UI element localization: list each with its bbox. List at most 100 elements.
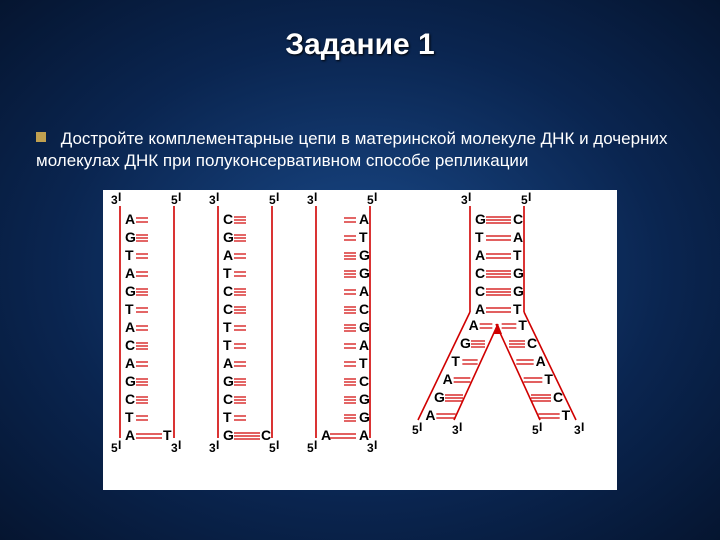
svg-text:5: 5 bbox=[521, 193, 528, 207]
svg-text:A: A bbox=[359, 211, 369, 227]
svg-text:A: A bbox=[475, 247, 485, 263]
svg-text:I: I bbox=[276, 190, 279, 204]
svg-text:T: T bbox=[451, 353, 460, 369]
svg-text:C: C bbox=[125, 337, 135, 353]
svg-text:T: T bbox=[518, 317, 527, 333]
svg-text:A: A bbox=[125, 427, 135, 443]
svg-text:G: G bbox=[359, 319, 370, 335]
bullet-marker bbox=[36, 132, 46, 142]
svg-text:G: G bbox=[125, 373, 136, 389]
svg-text:C: C bbox=[223, 283, 233, 299]
svg-text:T: T bbox=[562, 407, 571, 423]
svg-text:G: G bbox=[125, 283, 136, 299]
svg-text:A: A bbox=[223, 355, 233, 371]
svg-text:G: G bbox=[359, 265, 370, 281]
svg-text:G: G bbox=[359, 247, 370, 263]
svg-text:5: 5 bbox=[171, 193, 178, 207]
svg-text:C: C bbox=[513, 211, 523, 227]
svg-text:5: 5 bbox=[111, 441, 118, 455]
svg-text:T: T bbox=[475, 229, 484, 245]
dna-diagram: 3I5I5I3IAGTAGTACAGCTAT3I5I3I5ICGATCCTTAG… bbox=[103, 190, 617, 490]
svg-text:A: A bbox=[425, 407, 435, 423]
svg-text:C: C bbox=[359, 301, 369, 317]
svg-text:5: 5 bbox=[269, 193, 276, 207]
svg-text:T: T bbox=[359, 355, 368, 371]
svg-text:I: I bbox=[276, 438, 279, 452]
svg-text:3: 3 bbox=[367, 441, 374, 455]
svg-text:A: A bbox=[125, 355, 135, 371]
svg-text:I: I bbox=[178, 438, 181, 452]
svg-text:I: I bbox=[118, 190, 121, 204]
svg-text:C: C bbox=[527, 335, 537, 351]
svg-text:I: I bbox=[374, 190, 377, 204]
svg-text:G: G bbox=[223, 427, 234, 443]
svg-text:G: G bbox=[359, 391, 370, 407]
svg-text:C: C bbox=[359, 373, 369, 389]
svg-text:I: I bbox=[528, 190, 531, 204]
svg-text:G: G bbox=[434, 389, 445, 405]
svg-text:G: G bbox=[475, 211, 486, 227]
svg-text:G: G bbox=[513, 265, 524, 281]
svg-text:I: I bbox=[216, 190, 219, 204]
svg-text:I: I bbox=[539, 420, 542, 434]
svg-text:3: 3 bbox=[209, 441, 216, 455]
svg-text:G: G bbox=[513, 283, 524, 299]
svg-text:C: C bbox=[475, 265, 485, 281]
svg-text:C: C bbox=[261, 427, 271, 443]
svg-text:I: I bbox=[374, 438, 377, 452]
slide: Задание 1 Достройте комплементарные цепи… bbox=[0, 0, 720, 540]
svg-text:3: 3 bbox=[452, 423, 459, 437]
svg-text:I: I bbox=[118, 438, 121, 452]
svg-text:I: I bbox=[581, 420, 584, 434]
svg-text:5: 5 bbox=[532, 423, 539, 437]
svg-text:A: A bbox=[536, 353, 546, 369]
svg-text:A: A bbox=[223, 247, 233, 263]
svg-text:T: T bbox=[125, 301, 134, 317]
svg-text:A: A bbox=[125, 211, 135, 227]
svg-text:5: 5 bbox=[269, 441, 276, 455]
svg-text:C: C bbox=[223, 391, 233, 407]
svg-text:5: 5 bbox=[412, 423, 419, 437]
svg-text:5: 5 bbox=[307, 441, 314, 455]
svg-text:I: I bbox=[419, 420, 422, 434]
svg-text:A: A bbox=[125, 319, 135, 335]
svg-text:A: A bbox=[469, 317, 479, 333]
svg-text:5: 5 bbox=[367, 193, 374, 207]
bullet-text: Достройте комплементарные цепи в материн… bbox=[36, 128, 686, 172]
svg-text:3: 3 bbox=[111, 193, 118, 207]
svg-text:3: 3 bbox=[307, 193, 314, 207]
svg-text:C: C bbox=[553, 389, 563, 405]
svg-text:3: 3 bbox=[574, 423, 581, 437]
svg-text:3: 3 bbox=[171, 441, 178, 455]
svg-text:G: G bbox=[223, 373, 234, 389]
svg-text:T: T bbox=[125, 247, 134, 263]
svg-text:G: G bbox=[125, 229, 136, 245]
svg-text:A: A bbox=[443, 371, 453, 387]
svg-text:T: T bbox=[544, 371, 553, 387]
svg-text:T: T bbox=[223, 409, 232, 425]
svg-text:C: C bbox=[223, 211, 233, 227]
slide-title: Задание 1 bbox=[0, 0, 720, 62]
svg-text:T: T bbox=[223, 265, 232, 281]
svg-text:G: G bbox=[460, 335, 471, 351]
svg-text:A: A bbox=[359, 427, 369, 443]
svg-text:I: I bbox=[216, 438, 219, 452]
svg-text:T: T bbox=[223, 337, 232, 353]
svg-text:C: C bbox=[125, 391, 135, 407]
svg-text:I: I bbox=[468, 190, 471, 204]
svg-text:A: A bbox=[125, 265, 135, 281]
svg-text:3: 3 bbox=[209, 193, 216, 207]
svg-text:T: T bbox=[513, 247, 522, 263]
svg-text:A: A bbox=[321, 427, 331, 443]
svg-text:T: T bbox=[125, 409, 134, 425]
svg-text:I: I bbox=[459, 420, 462, 434]
svg-text:I: I bbox=[178, 190, 181, 204]
svg-text:A: A bbox=[359, 337, 369, 353]
svg-text:T: T bbox=[359, 229, 368, 245]
svg-text:I: I bbox=[314, 190, 317, 204]
svg-text:G: G bbox=[359, 409, 370, 425]
bullet-content: Достройте комплементарные цепи в материн… bbox=[36, 129, 667, 170]
dna-svg: 3I5I5I3IAGTAGTACAGCTAT3I5I3I5ICGATCCTTAG… bbox=[103, 190, 617, 490]
svg-text:I: I bbox=[314, 438, 317, 452]
svg-text:C: C bbox=[223, 301, 233, 317]
